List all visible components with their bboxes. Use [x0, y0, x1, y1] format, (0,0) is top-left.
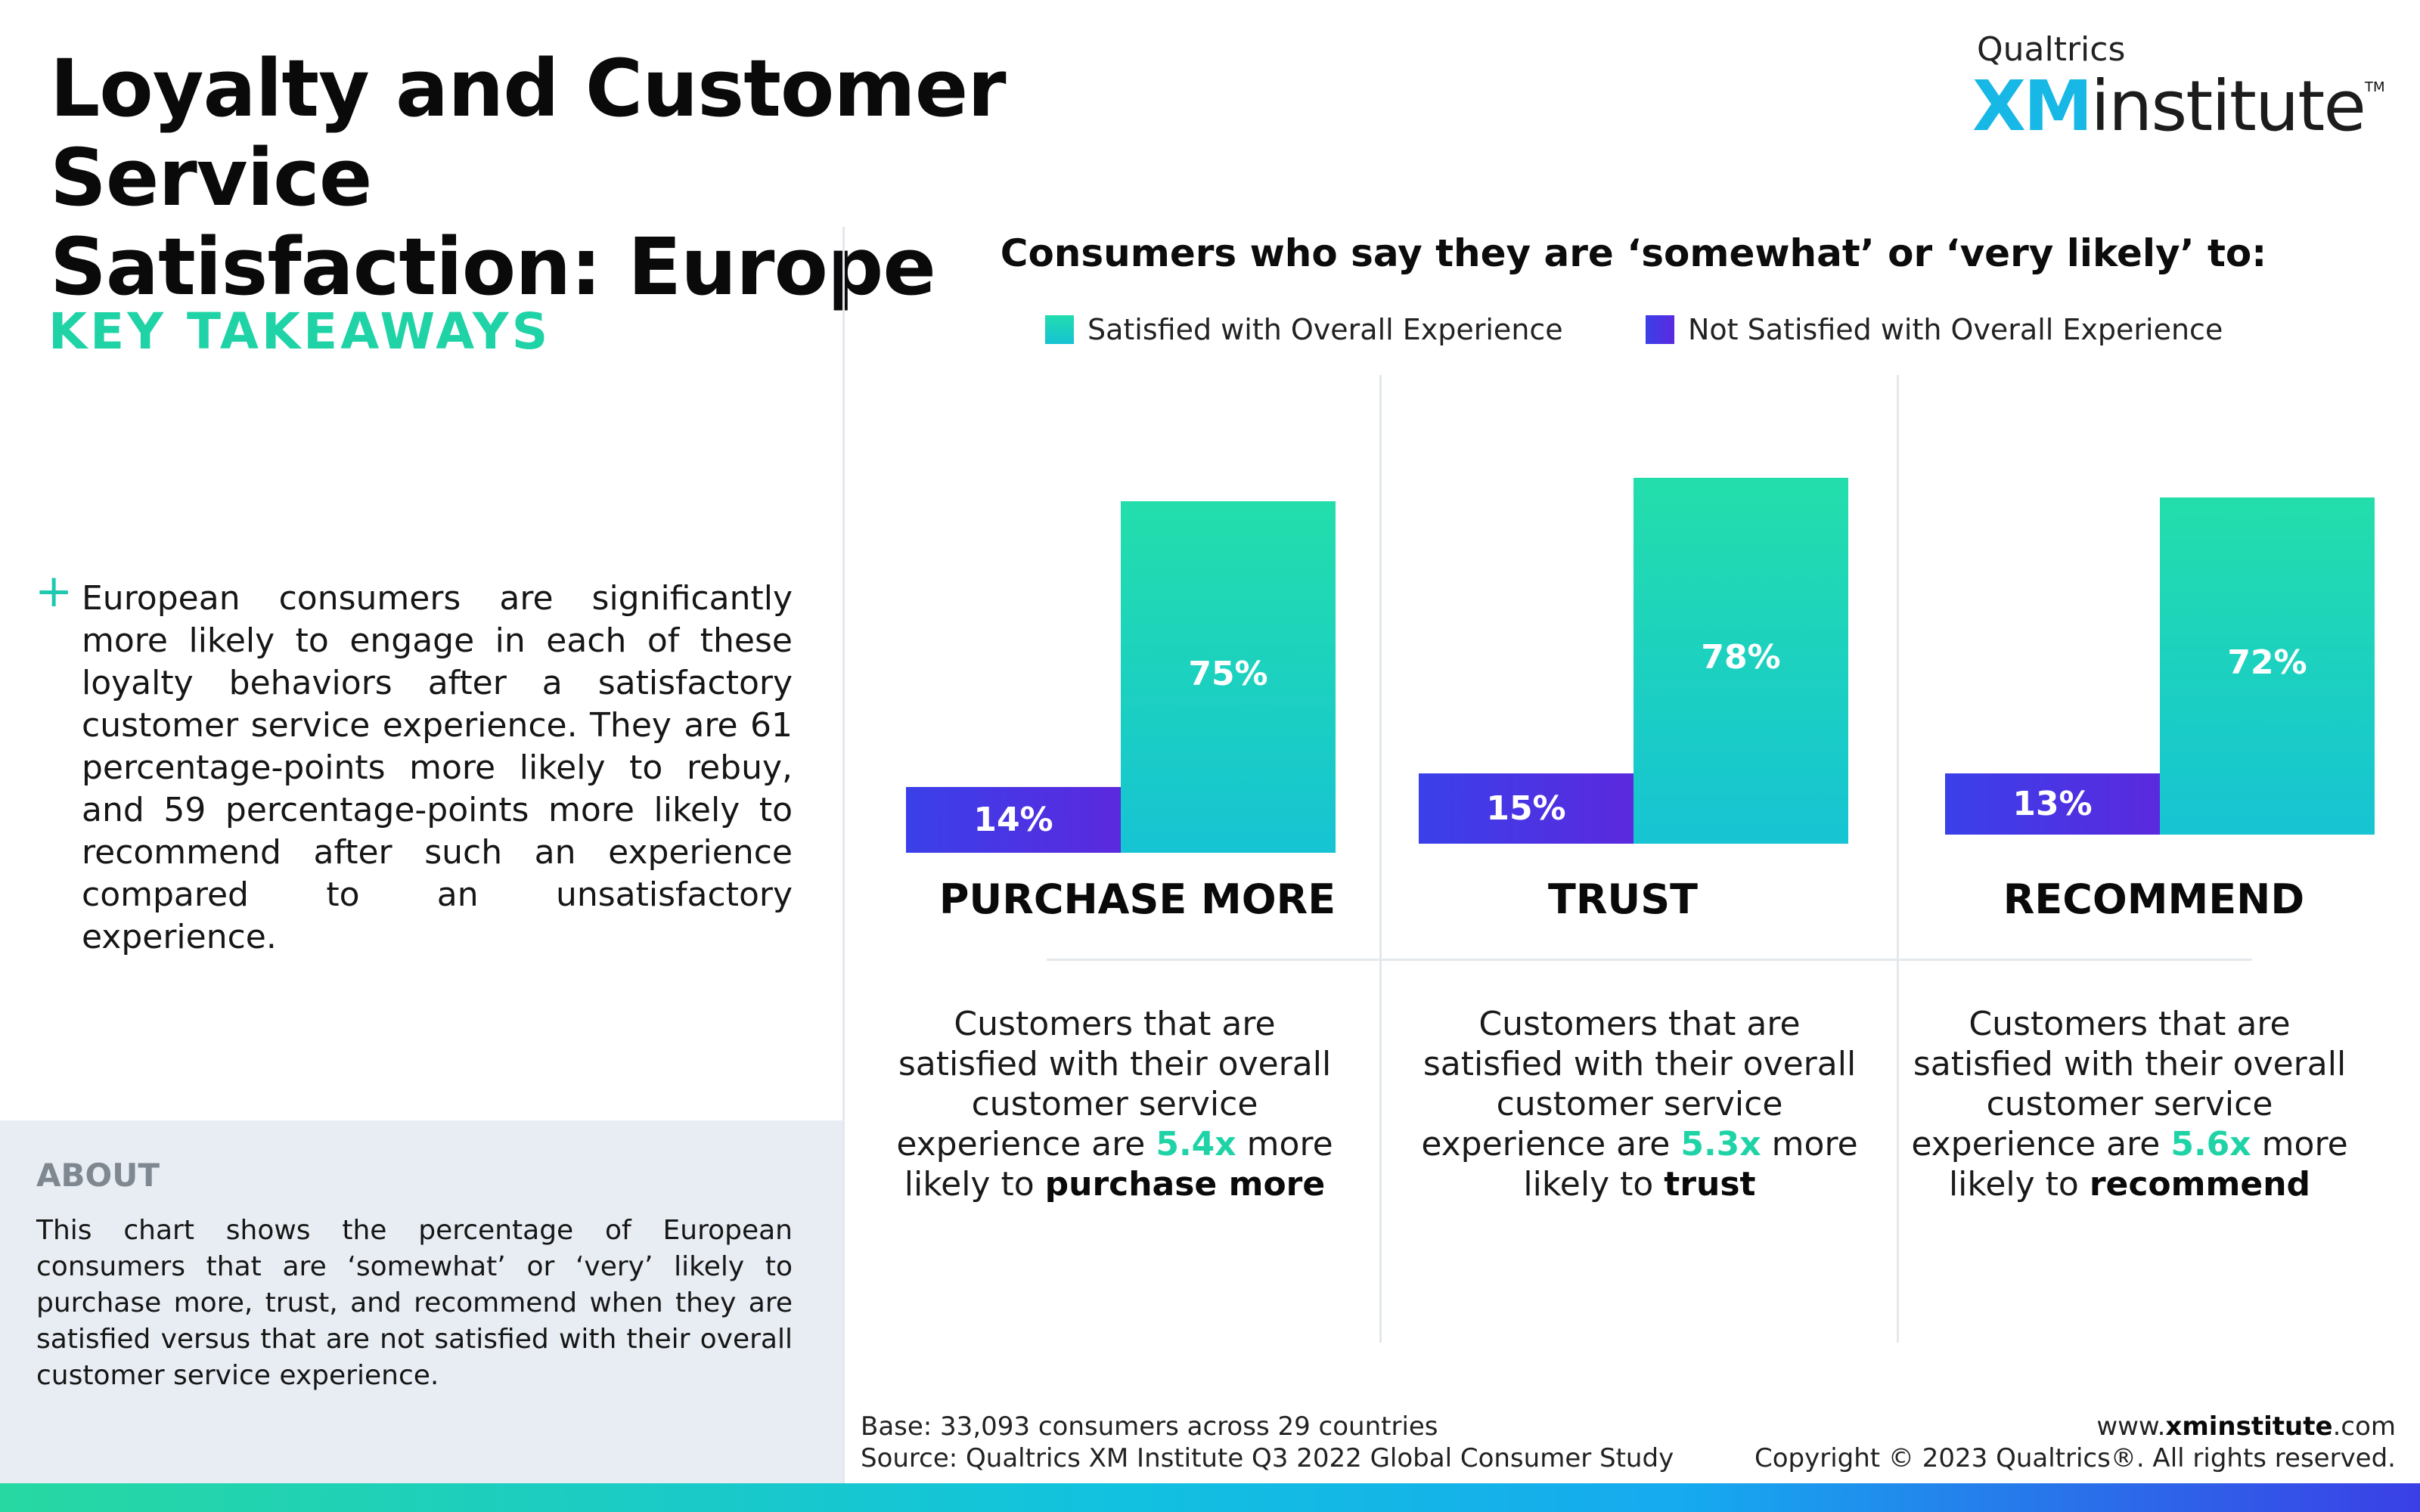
source-note-text: Source: Qualtrics XM Institute Q3 2022 G… [861, 1443, 1674, 1473]
data-label-not-satisfied-purchase-more: 14% [973, 800, 1053, 839]
multiplier-value: 5.4x [1156, 1125, 1236, 1163]
panel-divider [1897, 375, 1899, 1343]
category-label-recommend: RECOMMEND [2003, 875, 2305, 923]
description-text: Customers that are satisfied with their … [896, 1005, 1332, 1163]
logo-institute-text: institute [2090, 66, 2366, 147]
description-text: Customers that are satisfied with their … [1421, 1005, 1857, 1163]
description-verb: purchase more [1044, 1165, 1326, 1204]
description-verb: recommend [2089, 1165, 2311, 1204]
legend-label-satisfied: Satisfied with Overall Experience [1087, 313, 1563, 346]
website-link[interactable]: www.xminstitute.com [1754, 1411, 2396, 1442]
description-text: Customers that are satisfied with their … [1911, 1005, 2347, 1163]
legend-swatch-not-satisfied [1646, 315, 1674, 344]
data-label-not-satisfied-recommend: 13% [2012, 784, 2093, 823]
about-text: This chart shows the percentage of Europ… [36, 1215, 793, 1391]
website-prefix: www. [2096, 1411, 2166, 1442]
legend-swatch-satisfied [1045, 315, 1074, 344]
data-label-satisfied-trust: 78% [1701, 638, 1781, 677]
description-trust: Customers that are satisfied with their … [1413, 1004, 1866, 1204]
website-domain: xminstitute [2165, 1411, 2333, 1442]
description-recommend: Customers that are satisfied with their … [1903, 1004, 2356, 1204]
page-title: Loyalty and Customer Service Satisfactio… [50, 44, 1336, 311]
bar-satisfied-trust [1634, 478, 1848, 844]
horizontal-divider [1047, 959, 2252, 961]
plus-icon: + [35, 565, 73, 618]
main-divider [842, 227, 845, 1483]
multiplier-value: 5.6x [2170, 1125, 2251, 1163]
website-suffix: .com [2332, 1411, 2396, 1442]
bar-not-satisfied-purchase-more [906, 787, 1121, 853]
legend-label-not-satisfied: Not Satisfied with Overall Experience [1688, 313, 2223, 346]
site-copyright: www.xminstitute.com Copyright © 2023 Qua… [1754, 1411, 2396, 1474]
description-text: more likely to [904, 1125, 1333, 1204]
logo-trademark: TM [2364, 79, 2385, 95]
bar-satisfied-purchase-more [1121, 501, 1336, 853]
logo-brand-text: Qualtrics [1977, 30, 2126, 69]
bar-satisfied-recommend [2160, 497, 2375, 835]
bottom-gradient-band [0, 1483, 2420, 1512]
category-label-purchase-more: PURCHASE MORE [939, 875, 1336, 923]
xm-institute-logo: Qualtrics XMinstituteTM [1972, 30, 2385, 147]
data-label-not-satisfied-trust: 15% [1486, 789, 1566, 828]
page-title-line-1: Loyalty and Customer Service [50, 42, 1007, 224]
source-note: Base: 33,093 consumers across 29 countri… [861, 1411, 1674, 1474]
data-label-satisfied-purchase-more: 75% [1188, 654, 1268, 693]
legend-item-satisfied: Satisfied with Overall Experience [1045, 313, 1563, 346]
bar-not-satisfied-recommend [1945, 773, 2160, 835]
panel-divider [1379, 375, 1382, 1343]
legend-item-not-satisfied: Not Satisfied with Overall Experience [1646, 313, 2223, 346]
description-verb: trust [1664, 1165, 1756, 1204]
logo-xm-text: XM [1972, 66, 2093, 147]
data-label-satisfied-recommend: 72% [2227, 643, 2307, 682]
key-takeaways-heading: KEY TAKEAWAYS [48, 302, 551, 361]
category-label-trust: TRUST [1548, 875, 1698, 923]
description-purchase-more: Customers that are satisfied with their … [888, 1004, 1342, 1204]
base-note: Base: 33,093 consumers across 29 countri… [861, 1411, 1438, 1442]
copyright-text: Copyright © 2023 Qualtrics®. All rights … [1754, 1443, 2396, 1473]
page-title-line-2: Satisfaction: Europe [50, 221, 936, 313]
about-heading: ABOUT [36, 1157, 160, 1194]
description-text: more likely to [1948, 1125, 2348, 1204]
multiplier-value: 5.3x [1680, 1125, 1761, 1163]
bar-not-satisfied-trust [1419, 773, 1634, 844]
description-text: more likely to [1523, 1125, 1858, 1204]
chart-title: Consumers who say they are ‘somewhat’ or… [1000, 231, 2267, 275]
about-panel [0, 1120, 844, 1483]
key-takeaway-text: European consumers are significantly mor… [82, 579, 793, 956]
